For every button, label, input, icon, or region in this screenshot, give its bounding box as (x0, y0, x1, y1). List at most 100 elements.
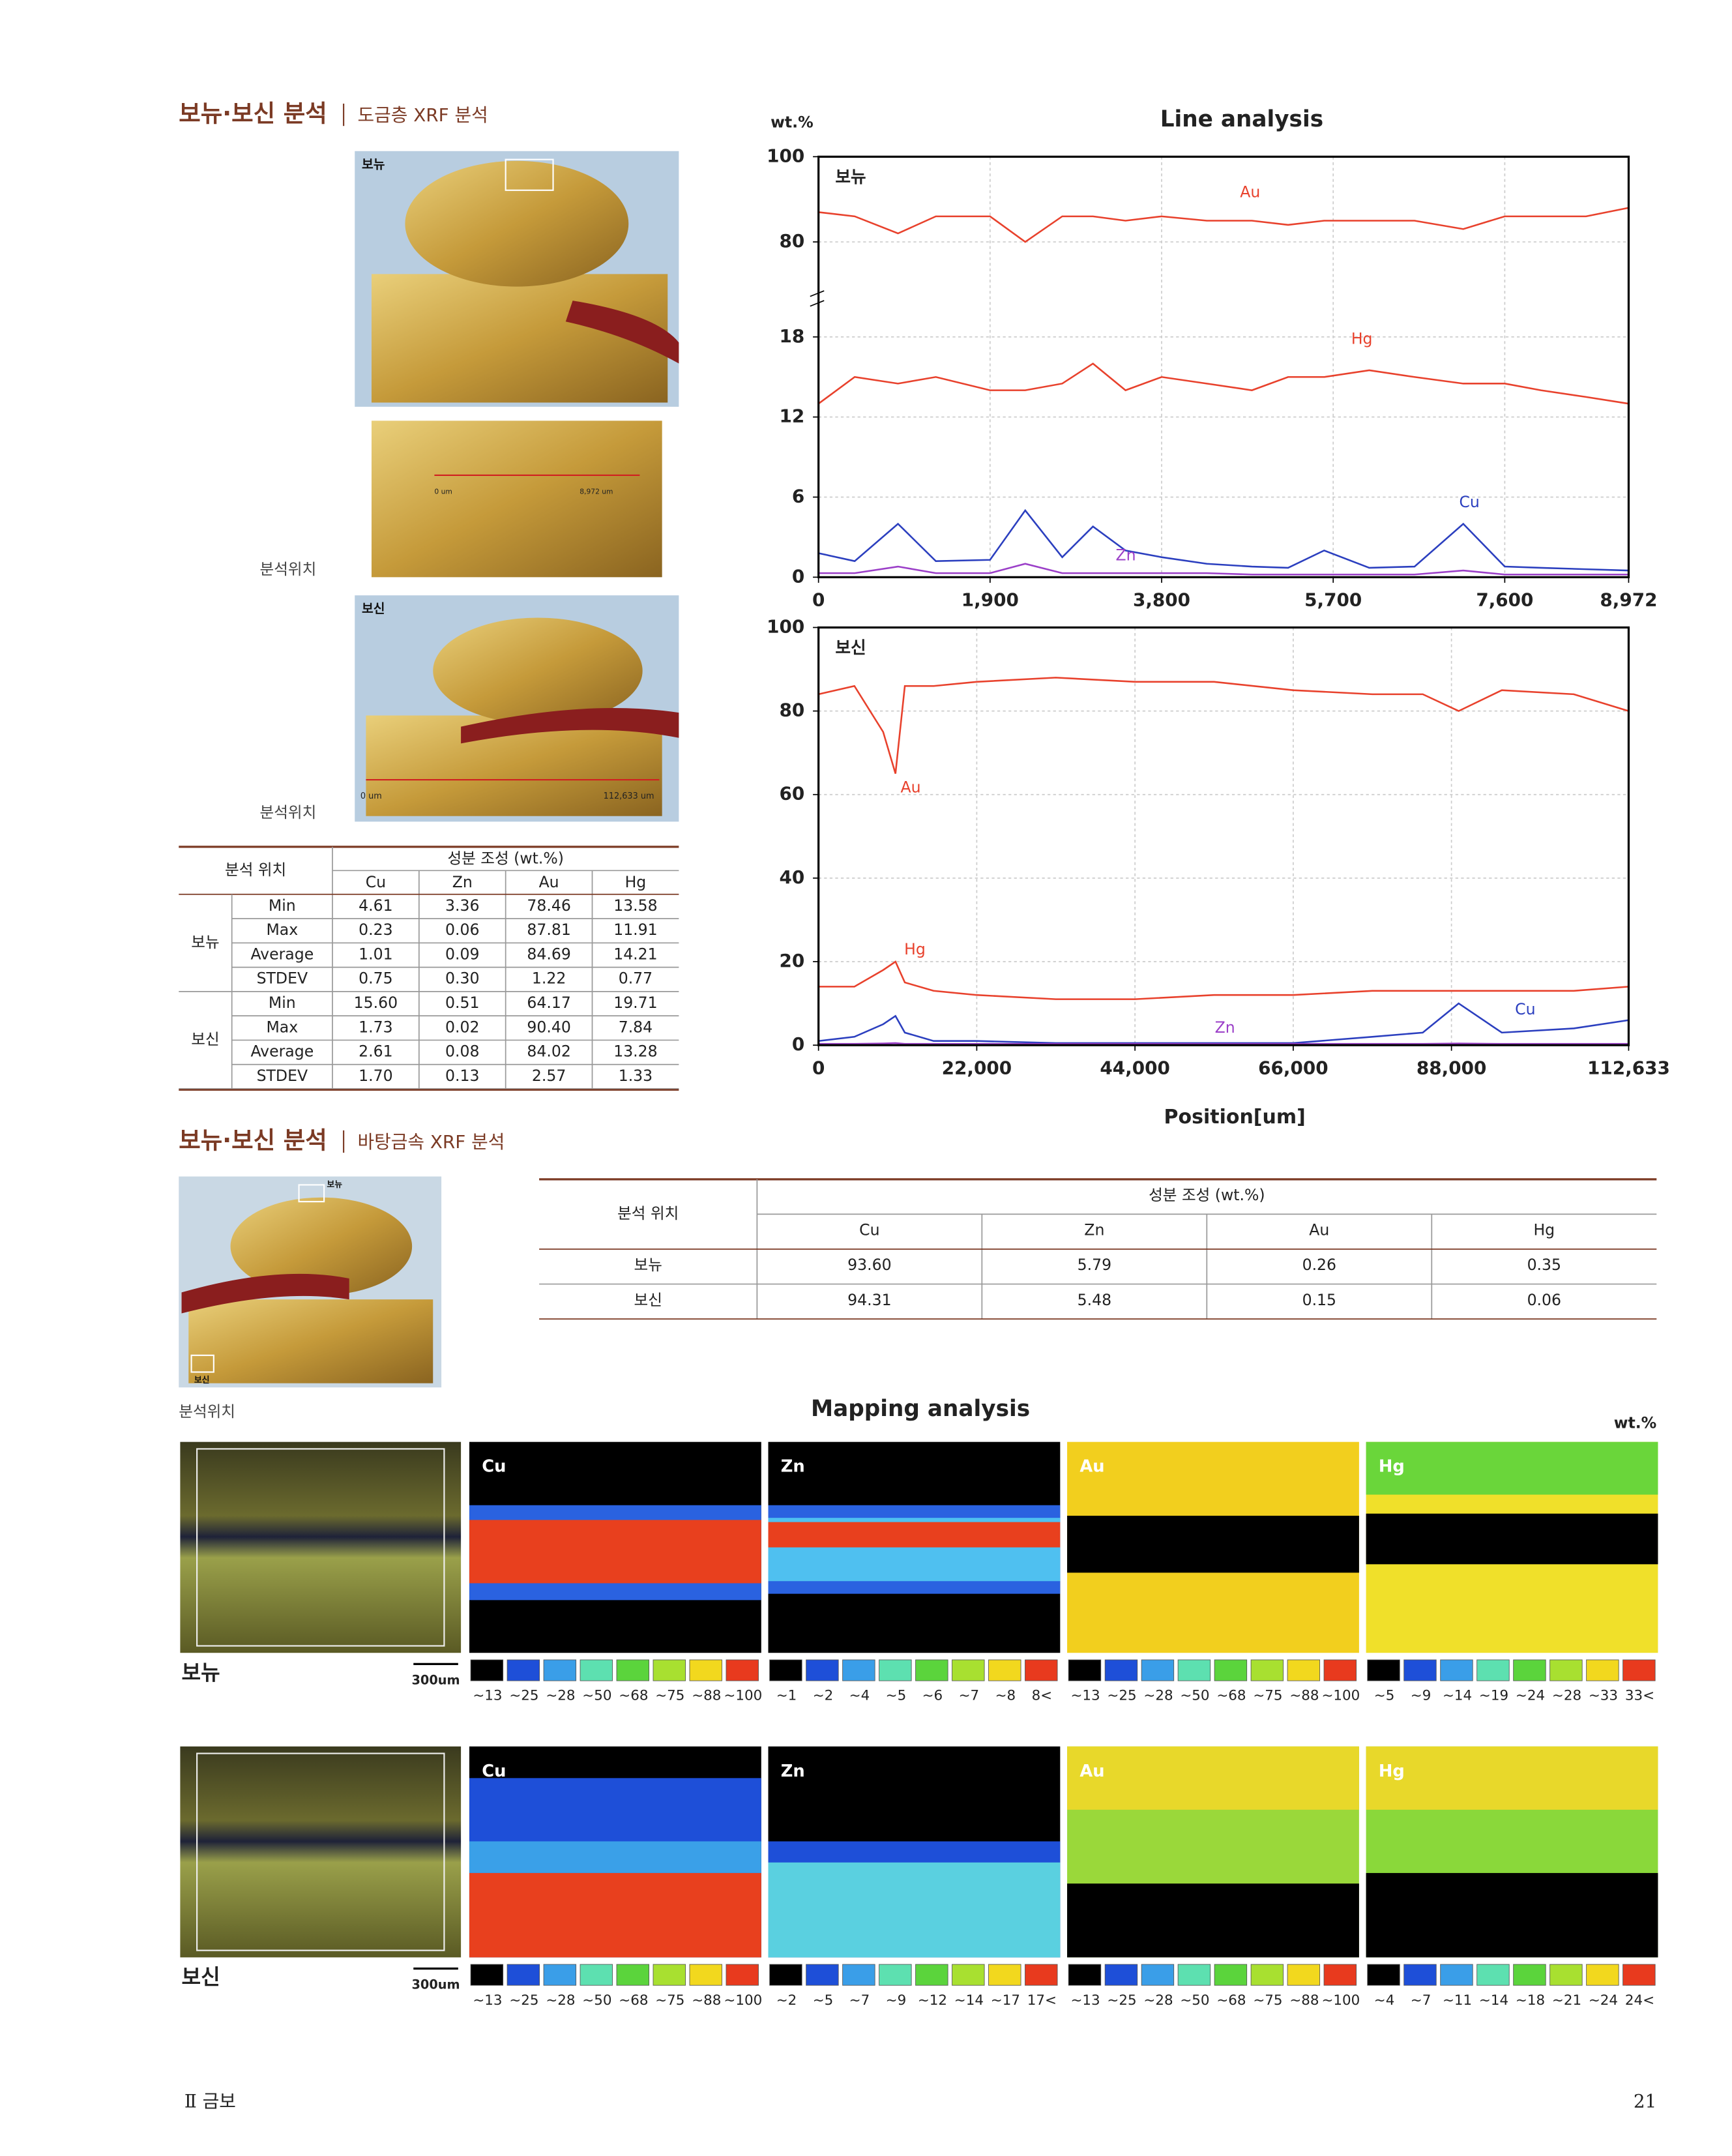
data-line (818, 677, 1629, 774)
legend-label: ~50 (1180, 1992, 1209, 2009)
table-cell: 14.21 (613, 945, 657, 963)
legend-swatch (1367, 1659, 1400, 1681)
legend-swatch (1586, 1964, 1619, 1986)
legend-label: ~13 (1070, 1688, 1100, 1704)
legend-label: ~25 (1107, 1688, 1136, 1704)
table-cell: 보신 (191, 1030, 219, 1048)
optical-image (180, 1441, 462, 1653)
legend-swatch (1513, 1659, 1546, 1681)
series-label: Au (1240, 183, 1260, 201)
map-region (469, 1520, 761, 1584)
legend-swatch (1177, 1659, 1211, 1681)
legend-label: ~4 (849, 1688, 870, 1704)
table-cell: 19.71 (613, 994, 657, 1012)
legend-swatch (1622, 1964, 1656, 1986)
legend-swatch (842, 1659, 875, 1681)
legend-swatch (1141, 1659, 1175, 1681)
table-header: Cu (859, 1221, 879, 1239)
legend-swatch (1068, 1659, 1102, 1681)
data-line (818, 960, 1629, 1000)
legend-label: ~1 (776, 1688, 797, 1704)
legend-label: ~100 (724, 1992, 762, 2009)
legend-label: ~13 (473, 1688, 502, 1704)
legend-label: ~13 (473, 1992, 502, 2009)
table-cell: 0.35 (1527, 1256, 1561, 1274)
chart-title: Mapping analysis (811, 1396, 1030, 1422)
map-region (1366, 1441, 1658, 1495)
legend-swatch (689, 1964, 722, 1986)
table-cell: 7.84 (619, 1018, 653, 1036)
table-cell: 87.81 (527, 921, 570, 939)
photo-marker (190, 1354, 214, 1373)
legend-label: ~88 (692, 1688, 721, 1704)
chart-label: 보뉴 (835, 168, 866, 187)
legend-swatch (1549, 1659, 1583, 1681)
legend-swatch (580, 1964, 613, 1986)
legend-swatch (879, 1659, 912, 1681)
optical-frame (196, 1448, 445, 1647)
table-cell: 0.15 (1302, 1291, 1336, 1309)
legend-label: ~50 (582, 1992, 611, 2009)
element-label: Zn (781, 1762, 805, 1781)
legend-label: ~2 (813, 1688, 834, 1704)
legend-swatch (1513, 1964, 1546, 1986)
legend-swatch (915, 1964, 948, 1986)
x-tick-label: 88,000 (1416, 1057, 1486, 1079)
legend-swatch (653, 1964, 686, 1986)
table-header: 분석 위치 (225, 861, 286, 879)
map-region (1067, 1746, 1359, 1810)
y-tick-label: 0 (792, 1033, 804, 1055)
series-label: Au (901, 778, 921, 796)
section-title: 보뉴·보신 분석 (179, 1126, 327, 1154)
map-region (768, 1862, 1061, 1958)
legend-label: ~25 (1107, 1992, 1136, 2009)
legend-swatch (506, 1659, 540, 1681)
table-cell: 0.75 (359, 969, 392, 988)
table-cell: 84.69 (527, 945, 570, 963)
scale-label: 300um (412, 1673, 460, 1688)
x-tick-label: 44,000 (1100, 1057, 1169, 1079)
photo-cord (461, 708, 679, 744)
table-cell: Average (250, 1042, 314, 1061)
legend-label: ~7 (959, 1688, 980, 1704)
legend-label: ~18 (1516, 1992, 1545, 2009)
legend-label: ~50 (1180, 1688, 1209, 1704)
table-cell: 1.73 (359, 1018, 392, 1036)
legend-swatch (1586, 1659, 1619, 1681)
table-cell: 13.58 (613, 896, 657, 915)
legend-swatch (726, 1964, 759, 1986)
table-cell: 90.40 (527, 1018, 570, 1036)
legend-label: ~75 (1253, 1688, 1282, 1704)
y-tick-label: 100 (767, 145, 804, 166)
row-label: 보신 (182, 1964, 220, 1989)
legend-swatch (1104, 1659, 1138, 1681)
scale-label: 300um (412, 1977, 460, 1992)
x-tick-label: 22,000 (942, 1057, 1012, 1079)
legend-label: ~8 (995, 1688, 1016, 1704)
page-number: 21 (1634, 2091, 1656, 2112)
chart-title: Line analysis (1160, 106, 1323, 132)
series-label: Cu (1459, 493, 1479, 511)
legend-swatch (1214, 1659, 1248, 1681)
legend-label: 8< (1032, 1688, 1053, 1704)
table-cell: 78.46 (527, 896, 570, 915)
legend-swatch (1287, 1659, 1321, 1681)
map-region (469, 1841, 761, 1873)
photo-group (179, 151, 679, 1388)
legend-swatch (726, 1659, 759, 1681)
table-header: Zn (1084, 1221, 1104, 1239)
x-tick-label: 8,972 (1600, 589, 1657, 611)
table-cell: 11.91 (613, 921, 657, 939)
y-tick-label: 12 (779, 406, 804, 427)
x-tick-label: 112,633 (1587, 1057, 1670, 1079)
legend-swatch (1025, 1659, 1058, 1681)
y-unit: wt.% (771, 113, 814, 131)
legend-swatch (1403, 1964, 1437, 1986)
legend-label: ~7 (1411, 1992, 1431, 2009)
photo-label: 0 um (434, 488, 452, 496)
legend-swatch (1104, 1964, 1138, 1986)
legend-label: ~28 (546, 1688, 575, 1704)
legend-label: 24< (1625, 1992, 1654, 2009)
data-line (817, 362, 1629, 405)
